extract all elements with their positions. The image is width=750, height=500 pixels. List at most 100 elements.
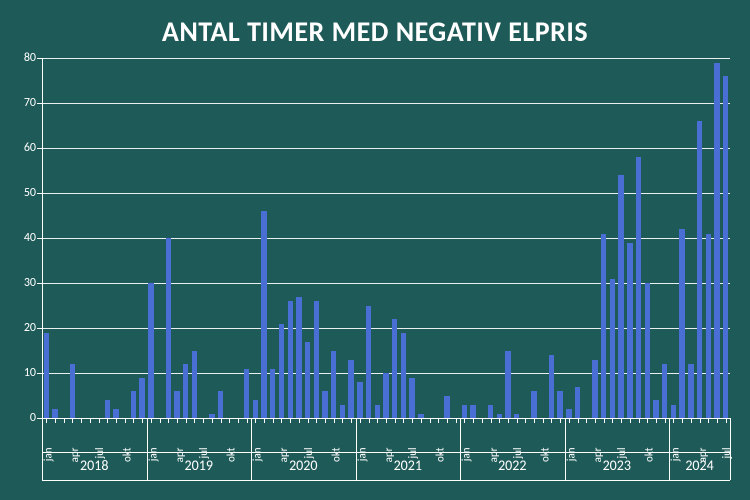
bar — [288, 301, 293, 418]
month-tick — [604, 418, 605, 423]
bar — [392, 319, 397, 418]
month-tick — [351, 418, 352, 423]
y-tick-label: 30 — [24, 276, 42, 290]
year-label: 2024 — [685, 457, 713, 474]
gridline — [42, 193, 730, 194]
bar — [244, 369, 249, 419]
bar — [409, 378, 414, 419]
month-tick — [160, 418, 161, 423]
bar — [636, 157, 641, 418]
bar — [697, 121, 702, 418]
bar — [653, 400, 658, 418]
month-tick — [334, 418, 335, 423]
month-tick — [151, 418, 152, 423]
month-tick — [177, 418, 178, 423]
month-tick — [369, 418, 370, 423]
bar — [70, 364, 75, 418]
gridline — [42, 238, 730, 239]
month-tick — [342, 418, 343, 423]
y-tick-label: 40 — [24, 231, 42, 245]
bar — [348, 360, 353, 419]
bar — [131, 391, 136, 418]
bar — [505, 351, 510, 419]
bar — [52, 409, 57, 418]
chart-title: ANTAL TIMER MED NEGATIV ELPRIS — [0, 14, 750, 49]
month-label: okt — [434, 448, 447, 462]
month-tick — [229, 418, 230, 423]
month-tick — [203, 418, 204, 423]
month-tick — [517, 418, 518, 423]
month-tick — [281, 418, 282, 423]
bar — [383, 373, 388, 418]
bar — [375, 405, 380, 419]
y-tick-label: 50 — [24, 186, 42, 200]
month-label: jan — [355, 448, 368, 462]
month-tick — [212, 418, 213, 423]
bar — [470, 405, 475, 419]
month-tick — [247, 418, 248, 423]
bar — [401, 333, 406, 419]
plot-area: 01020304050607080janaprjulokt2018janaprj… — [42, 58, 730, 418]
bar — [566, 409, 571, 418]
month-tick — [316, 418, 317, 423]
y-tick-label: 20 — [24, 321, 42, 335]
month-tick — [238, 418, 239, 423]
bar — [714, 63, 719, 419]
bar — [279, 324, 284, 419]
month-tick — [107, 418, 108, 423]
month-label: okt — [329, 448, 342, 462]
month-tick — [81, 418, 82, 423]
month-tick — [377, 418, 378, 423]
month-tick — [308, 418, 309, 423]
month-label: jan — [42, 448, 55, 462]
bar — [723, 76, 728, 418]
month-tick — [508, 418, 509, 423]
bar — [645, 283, 650, 418]
y-tick-label: 10 — [24, 366, 42, 380]
month-tick — [142, 418, 143, 423]
month-tick — [595, 418, 596, 423]
y-tick-label: 0 — [30, 411, 42, 425]
year-label: 2021 — [394, 457, 422, 474]
bar — [261, 211, 266, 418]
month-tick — [682, 418, 683, 423]
bar — [618, 175, 623, 418]
bar — [592, 360, 597, 419]
bar — [218, 391, 223, 418]
month-tick — [325, 418, 326, 423]
bar — [627, 243, 632, 419]
month-label: okt — [643, 448, 656, 462]
gridline — [42, 58, 730, 59]
bar — [340, 405, 345, 419]
bar — [679, 229, 684, 418]
month-tick — [708, 418, 709, 423]
month-tick — [299, 418, 300, 423]
month-tick — [447, 418, 448, 423]
bar — [113, 409, 118, 418]
month-tick — [621, 418, 622, 423]
bar — [166, 238, 171, 418]
month-tick — [46, 418, 47, 423]
bar — [331, 351, 336, 419]
bar — [531, 391, 536, 418]
bar — [253, 400, 258, 418]
year-label: 2020 — [289, 457, 317, 474]
month-label: jan — [564, 448, 577, 462]
y-tick-label: 80 — [24, 51, 42, 65]
month-tick — [612, 418, 613, 423]
year-separator — [42, 418, 43, 480]
month-tick — [90, 418, 91, 423]
year-label: 2023 — [603, 457, 631, 474]
month-tick — [717, 418, 718, 423]
month-tick — [194, 418, 195, 423]
month-tick — [525, 418, 526, 423]
month-tick — [551, 418, 552, 423]
bar — [44, 333, 49, 419]
month-tick — [464, 418, 465, 423]
month-tick — [578, 418, 579, 423]
month-tick — [360, 418, 361, 423]
month-tick — [72, 418, 73, 423]
bar — [444, 396, 449, 419]
month-tick — [491, 418, 492, 423]
band-divider — [42, 452, 730, 453]
